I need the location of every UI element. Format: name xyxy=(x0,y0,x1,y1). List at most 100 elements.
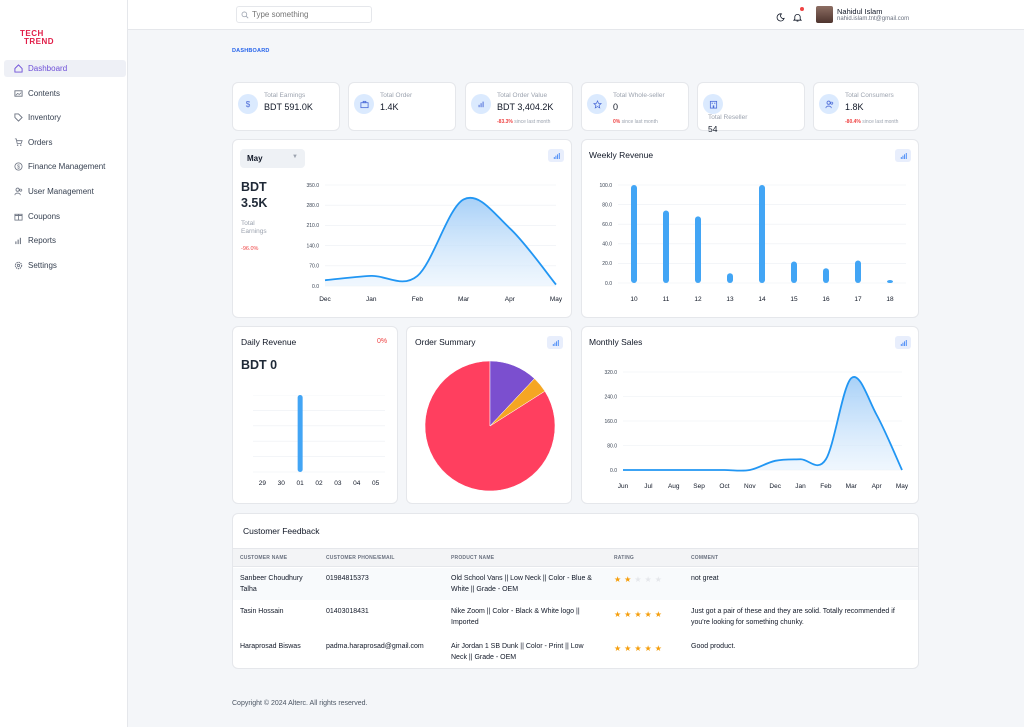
x-tick-label: 17 xyxy=(854,296,862,303)
moon-icon xyxy=(776,13,785,22)
home-icon xyxy=(13,64,23,74)
image-icon xyxy=(13,88,23,98)
sidebar-item-inventory[interactable]: Inventory xyxy=(4,109,126,126)
x-tick-label: 13 xyxy=(726,296,734,303)
sidebar-item-label: User Management xyxy=(28,186,94,196)
x-tick-label: Jun xyxy=(618,483,629,490)
stat-card-total-order-value: Total Order Value BDT 3,404.2K -83.3% si… xyxy=(465,82,573,131)
x-tick-label: Apr xyxy=(505,296,516,303)
earnings-value: 3.5K xyxy=(241,196,268,210)
earnings-delta: -96.0% xyxy=(241,246,259,252)
sidebar-nav: Dashboard Contents Inventory Orders $ Fi… xyxy=(4,60,126,281)
sidebar-item-coupons[interactable]: Coupons xyxy=(4,208,126,225)
column-header: COMMENT xyxy=(691,555,719,561)
avatar[interactable] xyxy=(816,6,833,23)
table-row[interactable]: Haraprosad Biswas padma.haraprosad@gmail… xyxy=(233,636,918,668)
customer-feedback-title: Customer Feedback xyxy=(243,526,320,536)
sidebar-item-reports[interactable]: Reports xyxy=(4,232,126,249)
x-tick-label: 15 xyxy=(790,296,798,303)
sidebar-item-dashboard[interactable]: Dashboard xyxy=(4,60,126,77)
area-fill xyxy=(623,376,902,471)
stat-label: Total Order Value xyxy=(497,92,548,99)
bar-chart-icon xyxy=(552,339,559,346)
x-tick-label: 29 xyxy=(259,480,267,487)
stat-value: 1.8K xyxy=(845,102,864,112)
weekly-bar-chart: 100.0 80.0 60.0 40.0 20.0 0.0 10 11 12 13 14 15 16 17… xyxy=(599,183,906,303)
month-select-value: May xyxy=(247,154,263,163)
x-tick-label: 03 xyxy=(334,480,342,487)
x-tick-label: Jan xyxy=(795,483,806,490)
order-summary-card: Order Summary xyxy=(406,326,572,504)
search-icon xyxy=(241,6,249,24)
search-input[interactable] xyxy=(252,10,362,19)
x-tick-label: 16 xyxy=(822,296,830,303)
breadcrumb[interactable]: DASHBOARD xyxy=(232,48,270,54)
y-tick-label: 20.0 xyxy=(602,261,612,267)
sidebar-item-users[interactable]: User Management xyxy=(4,183,126,200)
sidebar-item-contents[interactable]: Contents xyxy=(4,85,126,102)
table-row[interactable]: Sanbeer Choudhury Talha 01984815373 Old … xyxy=(233,568,918,600)
bar-chart-icon xyxy=(900,152,907,159)
series-line xyxy=(324,196,557,286)
x-tick-label: Feb xyxy=(820,483,832,490)
dark-mode-toggle[interactable] xyxy=(776,9,785,27)
footer-copyright: Copyright © 2024 Alterc. All rights rese… xyxy=(232,700,368,707)
user-name[interactable]: Nahidul Islam xyxy=(837,7,883,16)
x-tick-label: Oct xyxy=(719,483,729,490)
dollar-icon: $ xyxy=(238,94,258,114)
sidebar-item-label: Settings xyxy=(28,260,57,270)
sidebar-item-orders[interactable]: Orders xyxy=(4,134,126,151)
rating-stars: ★★★★★ xyxy=(614,610,665,619)
stat-delta: -80.4% since last month xyxy=(845,119,899,125)
x-tick-label: 18 xyxy=(886,296,894,303)
stat-card-total-order: Total Order 1.4K xyxy=(348,82,456,131)
stat-value: 1.4K xyxy=(380,102,399,112)
x-tick-label: 12 xyxy=(694,296,702,303)
stat-card-total-wholeseller: Total Whole-seller 0 0% since last month xyxy=(581,82,689,131)
y-tick-label: 80.0 xyxy=(602,202,612,208)
gift-icon xyxy=(13,211,23,221)
bar-chart-icon xyxy=(553,152,560,159)
y-tick-label: 0.0 xyxy=(312,284,319,290)
y-tick-label: 0.0 xyxy=(605,281,612,287)
bar xyxy=(727,273,733,283)
chart-options-button[interactable] xyxy=(548,149,564,162)
x-tick-label: May xyxy=(550,296,563,303)
search-box[interactable] xyxy=(236,6,372,23)
sidebar-item-finance[interactable]: $ Finance Management xyxy=(4,158,126,175)
y-tick-label: 160.0 xyxy=(604,419,617,425)
y-tick-label: 80.0 xyxy=(607,443,617,449)
bell-icon xyxy=(792,14,803,22)
chart-options-button[interactable] xyxy=(895,336,911,349)
sidebar-item-label: Inventory xyxy=(28,113,61,123)
table-row[interactable]: Tasin Hossain 01403018431 Nike Zoom || C… xyxy=(233,602,918,634)
rating-stars: ★★★★★ xyxy=(614,575,665,584)
order-summary-title: Order Summary xyxy=(415,337,476,347)
y-tick-label: 320.0 xyxy=(604,370,617,376)
daily-revenue-value: BDT 0 xyxy=(241,358,278,372)
building-icon xyxy=(703,94,723,114)
x-tick-label: Mar xyxy=(846,483,858,490)
x-tick-label: 30 xyxy=(278,480,286,487)
x-tick-label: Jul xyxy=(644,483,653,490)
daily-revenue-delta: 0% xyxy=(377,338,388,345)
brand-logo[interactable]: TECH TREND xyxy=(20,29,55,46)
stat-card-total-consumers: Total Consumers 1.8K -80.4% since last m… xyxy=(813,82,919,131)
month-select[interactable]: May ▼ xyxy=(240,149,305,168)
bar xyxy=(759,185,765,283)
stat-value: BDT 3,404.2K xyxy=(497,102,554,112)
sidebar-item-settings[interactable]: Settings xyxy=(4,257,126,274)
earnings-card: May ▼ BDT 3.5K Total Earnings -96.0% 350… xyxy=(232,139,572,318)
stat-label: Total Reseller xyxy=(708,114,748,121)
order-summary-pie-chart xyxy=(424,360,556,492)
chevron-down-icon: ▼ xyxy=(292,154,298,160)
topbar: Nahidul Islam nahid.islam.tnt@gmail.com xyxy=(128,0,1024,30)
y-tick-label: 350.0 xyxy=(306,183,319,189)
product-name: Nike Zoom || Color - Black & White logo … xyxy=(451,608,580,626)
notification-button[interactable] xyxy=(792,7,804,27)
chart-options-button[interactable] xyxy=(547,336,563,349)
x-tick-label: Feb xyxy=(412,296,424,303)
chart-options-button[interactable] xyxy=(895,149,911,162)
x-tick-label: 04 xyxy=(353,480,361,487)
customer-feedback-card: Customer Feedback CUSTOMER NAME CUSTOMER… xyxy=(232,513,919,669)
